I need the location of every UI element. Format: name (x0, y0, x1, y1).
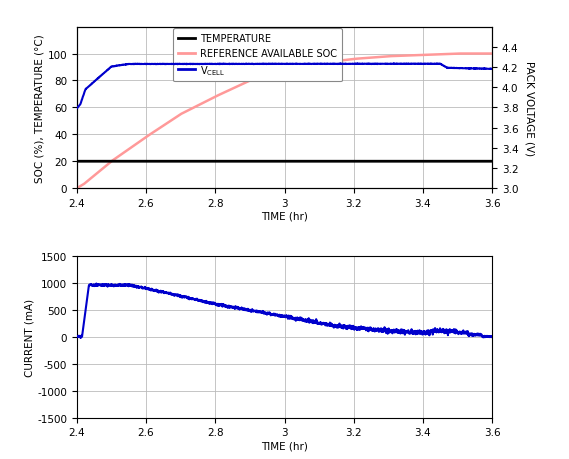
Legend: TEMPERATURE, REFERENCE AVAILABLE SOC, V$_{\mathregular{CELL}}$: TEMPERATURE, REFERENCE AVAILABLE SOC, V$… (173, 29, 342, 82)
Y-axis label: PACK VOLTAGE (V): PACK VOLTAGE (V) (524, 61, 534, 156)
X-axis label: TIME (hr): TIME (hr) (261, 211, 308, 221)
X-axis label: TIME (hr): TIME (hr) (261, 440, 308, 450)
Y-axis label: CURRENT (mA): CURRENT (mA) (24, 298, 34, 376)
Y-axis label: SOC (%), TEMPERATURE (°C): SOC (%), TEMPERATURE (°C) (35, 34, 45, 182)
